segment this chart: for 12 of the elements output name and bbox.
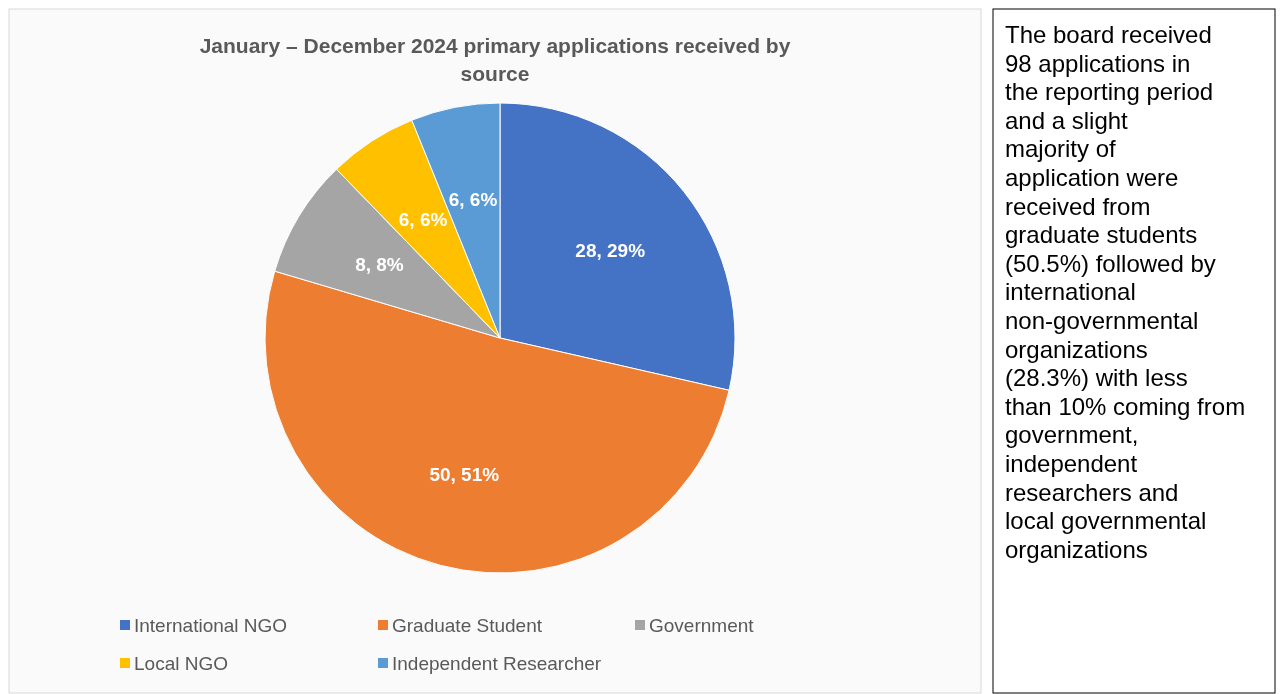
legend-label: Graduate Student: [392, 614, 543, 636]
legend-label: International NGO: [134, 614, 288, 636]
data-label: 28, 29%: [575, 239, 646, 261]
text: The board received 98 applications in the reporting period and a slight majority of application were received from graduate students (50.5%) followed by international non-governmental organizations (28.3%) with less than 10% coming from government, independent researchers and local governmental organizations: [1005, 21, 1246, 563]
data-label: 6, 6%: [448, 189, 498, 211]
data-label: 6, 6%: [398, 209, 448, 231]
legend-label: Government: [649, 614, 755, 636]
data-label: 8, 8%: [355, 254, 404, 276]
legend-label: Independent Researcher: [392, 652, 602, 674]
legend-label: Local NGO: [134, 652, 228, 674]
data-label: 50, 51%: [429, 463, 500, 485]
chart-title: January – December 2024 primary applications received by source: [199, 34, 791, 85]
